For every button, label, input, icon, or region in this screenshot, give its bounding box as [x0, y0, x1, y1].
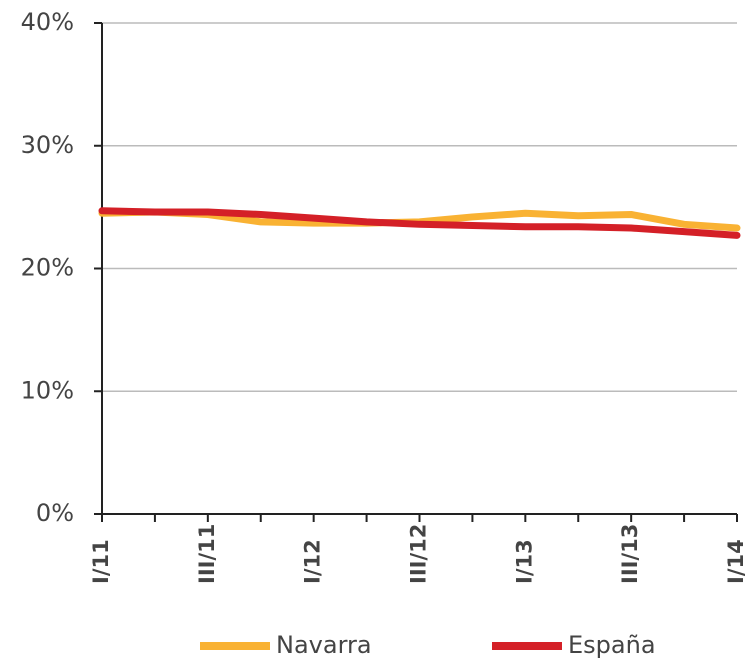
line-series: [98, 207, 741, 239]
x-tick-label: I/11: [89, 539, 113, 584]
x-tick-label: I/12: [301, 539, 325, 584]
x-tick-label: I/13: [512, 539, 536, 584]
x-tick-label: III/12: [407, 524, 431, 584]
x-tick-label: III/13: [618, 524, 642, 584]
y-tick-label: 10%: [21, 376, 74, 404]
legend-label: Navarra: [276, 631, 372, 659]
legend-label: España: [568, 631, 656, 659]
y-tick-label: 0%: [36, 499, 74, 527]
y-tick-label: 20%: [21, 254, 74, 282]
x-tick-label: III/11: [195, 524, 219, 584]
y-tick-label: 30%: [21, 131, 74, 159]
x-tick-label: I/14: [724, 539, 748, 584]
y-tick-label: 40%: [21, 8, 74, 36]
